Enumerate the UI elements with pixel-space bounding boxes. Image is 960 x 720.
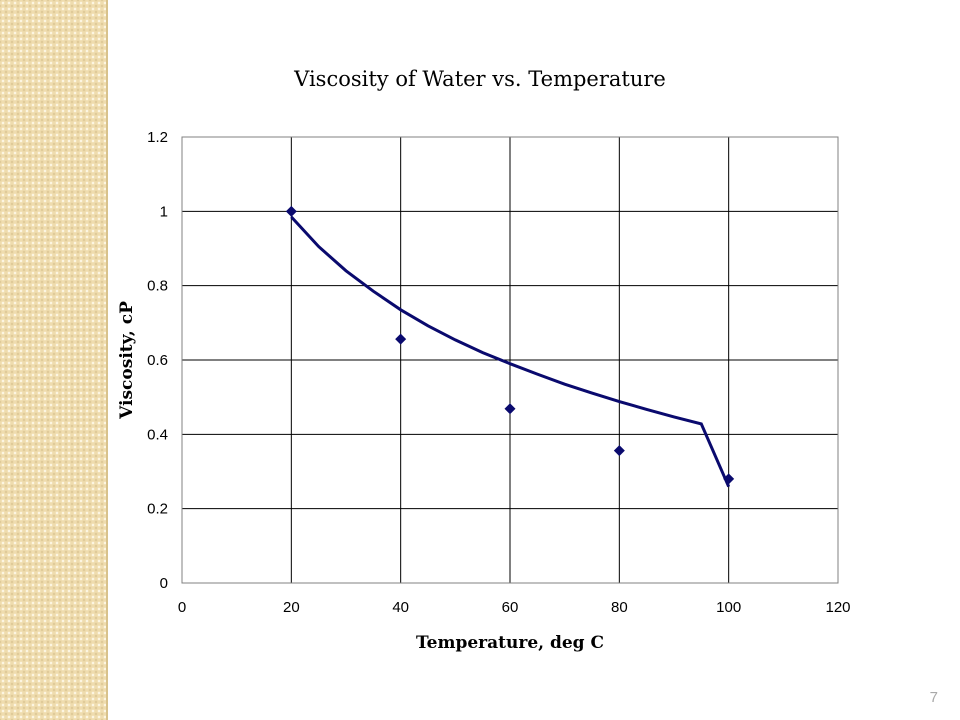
slide-sidebar-edge <box>106 0 108 720</box>
y-tick-label: 0.6 <box>147 352 168 369</box>
data-point-diamond <box>395 333 407 345</box>
x-tick-label: 40 <box>392 599 409 616</box>
data-point-diamond <box>285 205 297 217</box>
y-tick-label: 1 <box>160 203 168 220</box>
tick-labels: 0 20 40 60 80 100 120 0 0.2 0.4 0.6 0.8 1 1.2 <box>147 129 850 616</box>
x-axis-label: Temperature, deg C <box>416 633 604 653</box>
y-tick-label: 0.2 <box>147 501 168 518</box>
y-tick-label: 0.8 <box>147 278 168 295</box>
x-tick-label: 60 <box>502 599 519 616</box>
x-tick-label: 20 <box>283 599 300 616</box>
slide-sidebar-texture <box>0 0 106 720</box>
x-tick-label: 120 <box>825 599 850 616</box>
data-point-diamond <box>723 473 735 485</box>
data-point-diamond <box>613 445 625 457</box>
data-points <box>285 205 735 485</box>
y-tick-label: 0 <box>160 575 168 592</box>
x-tick-label: 0 <box>178 599 186 616</box>
plot-area-frame <box>181 136 839 584</box>
y-tick-label: 1.2 <box>147 129 168 146</box>
x-tick-label: 80 <box>611 599 628 616</box>
data-point-diamond <box>504 403 516 415</box>
trendline-curve <box>290 215 731 488</box>
page-number: 7 <box>929 689 938 706</box>
grid-lines <box>181 136 839 584</box>
x-tick-label: 100 <box>716 599 741 616</box>
y-tick-label: 0.4 <box>147 426 168 443</box>
chart-title: Viscosity of Water vs. Temperature <box>293 67 666 91</box>
y-axis-label: Viscosity, cP <box>117 301 137 420</box>
